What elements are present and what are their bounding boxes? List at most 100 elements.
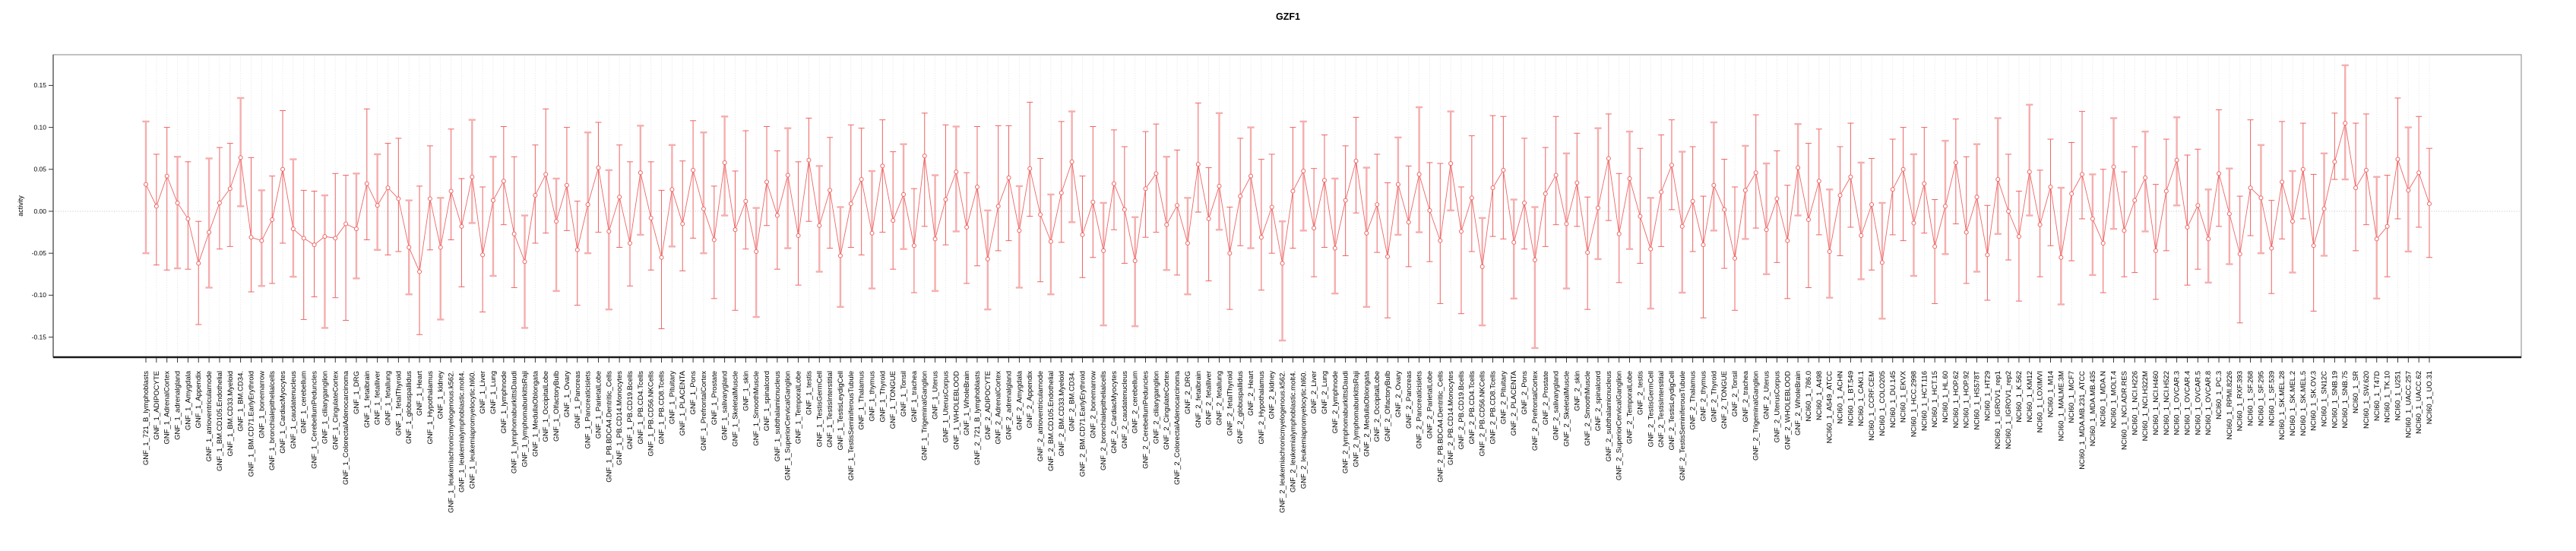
x-tick-label: NCI60_1_NCI.H522 [2163,371,2171,435]
x-tick-label: NCI60_1_EKVX [1900,370,1908,423]
x-tick-label: NCI60_1_MDA.N [2100,371,2108,427]
x-tick-label: GNF_2_PB.CD56.NKCells [1479,371,1487,457]
data-point [2395,157,2400,162]
x-tick-label: GNF_1_lymphomaburkittsRaji [521,371,530,467]
x-tick-label: GNF_1_BM.CD34. [237,371,245,432]
x-tick-label: GNF_1_SmoothMuscle [752,371,761,446]
data-point [922,154,927,159]
x-tick-label: NCI60_1_SNB.75 [2341,371,2350,429]
x-tick-label: GNF_2_PB.CD19.Bcells [1457,371,1466,450]
data-point [343,221,349,226]
data-point [2248,185,2253,191]
data-point [1532,258,1537,263]
x-tick-label: GNF_2_PB.CD14.Monocytes [1447,371,1455,465]
data-point [1837,193,1843,198]
data-point [1132,258,1138,264]
x-tick-label: GNF_2_leukemiapromyelocytic.hl60. [1299,371,1308,489]
x-tick-label: GNF_1_leukemiachronicmyelogenous.k562. [448,371,456,513]
x-tick-label: GNF_2_MedullaOblongata [1362,370,1371,457]
x-tick-label: GNF_2_spinalcord [1594,371,1603,431]
data-point [333,236,338,241]
x-tick-label: GNF_1_OccipitalLobe [542,371,550,442]
data-point [1701,242,1706,248]
data-point [353,226,359,232]
x-tick-label: GNF_1_fetalbrain [363,371,372,428]
data-point [2206,236,2211,242]
data-point [2195,203,2201,208]
x-tick-label: NCI60_1_NCI.ADR.RES [2120,371,2128,450]
chart-title: GZF1 [1276,11,1300,22]
data-point [596,165,601,170]
data-point [995,204,1001,209]
data-point [1522,200,1527,205]
data-point [606,229,612,234]
data-point [1848,174,1853,179]
x-tick-label: GNF_1_TrigeminalGanglion [921,371,929,461]
x-tick-label: GNF_1_testis [805,371,813,415]
data-point [1753,170,1758,176]
data-point [1964,230,1969,235]
x-tick-label: GNF_2_BM.CD105.Endothelial [1047,371,1055,471]
data-point [1238,194,1243,199]
data-point [1733,255,1738,261]
x-tick-label: NCI60_1_MALME.3M [2057,371,2065,441]
x-tick-label: GNF_1_subthalamicnucleus [774,371,782,462]
data-point [1321,178,1327,183]
x-tick-label: GNF_1_ciliaryganglion [321,371,329,444]
data-point [153,204,159,209]
x-tick-label: NCI60_1_786.0 [1805,371,1813,422]
data-point [522,259,527,264]
data-point [2321,206,2327,211]
data-point [501,179,506,184]
x-tick-label: GNF_1_BM.CD105.Endothelial [216,371,224,471]
data-point [628,240,633,245]
data-point [1722,207,1727,212]
x-tick-label: GNF_1_atrioventricularnode [205,371,214,461]
x-tick-label: GNF_1_globuspallidus [405,371,413,444]
x-tick-label: NCI60_1_UACC.257 [2404,371,2413,438]
x-tick-label: GNF_2_TestisInterstitial [1657,371,1666,448]
x-tick-label: GNF_1_salivarygland [721,371,729,440]
data-point [1669,163,1674,168]
data-point [1816,179,1821,184]
x-tick-label: GNF_2_testis [1636,371,1644,415]
data-point [1785,238,1790,243]
data-point [407,245,412,250]
data-point [1911,220,1916,226]
data-point [2059,255,2064,260]
data-point [669,187,675,192]
x-tick-label: GNF_2_721_B_lymphoblasts [973,371,982,465]
x-tick-label: GNF_1_SuperiorCervicalGanglion [784,371,793,480]
data-point [1185,240,1190,245]
x-tick-label: NCI60_1_RPMI.8226 [2226,371,2234,439]
y-axis-label: activity [17,195,24,217]
data-point [859,177,864,182]
x-tick-label: GNF_1_fetalThyroid [394,371,403,436]
data-point [385,185,391,191]
data-point [270,217,275,223]
x-tick-label: GNF_1_CerebellumPeduncles [311,371,319,469]
x-tick-label: GNF_2_ColorectalAdenocarcinoma [1173,370,1182,485]
gridlines [53,56,2521,356]
data-point [2269,245,2274,251]
data-point [2048,184,2053,189]
data-point [2290,219,2295,224]
x-tick-label: GNF_1_AdrenalCortex [163,371,172,445]
x-tick-label: GNF_2_OccipitalLobe [1373,371,1381,442]
x-tick-label: GNF_2_BM.CD34. [1068,371,1077,432]
x-tick-label: GNF_1_Thalamus [858,371,866,430]
x-tick-label: GNF_2_TestisGermCell [1647,371,1655,447]
x-tick-label: GNF_2_Pancreas [1405,371,1413,429]
x-tick-label: NCI60_1_IGROV1_rep1 [1994,371,2002,449]
x-tick-label: NCI60_1_SR [2352,371,2360,413]
data-point [680,221,685,226]
data-point [1827,249,1832,254]
x-tick-label: GNF_2_WholeBrain [1794,371,1802,435]
data-point [2363,167,2369,173]
x-tick-label: NCI60_1_HCC.2998 [1910,371,1918,437]
data-point [1112,181,1117,186]
x-tick-label: GNF_2_UterusCorpus [1773,371,1781,443]
x-tick-label: GNF_2_PLACENTA [1510,370,1518,435]
x-tick-label: GNF_1_PB.BDCA4.Dentritic_Cells [605,371,613,483]
data-point [1038,212,1043,217]
